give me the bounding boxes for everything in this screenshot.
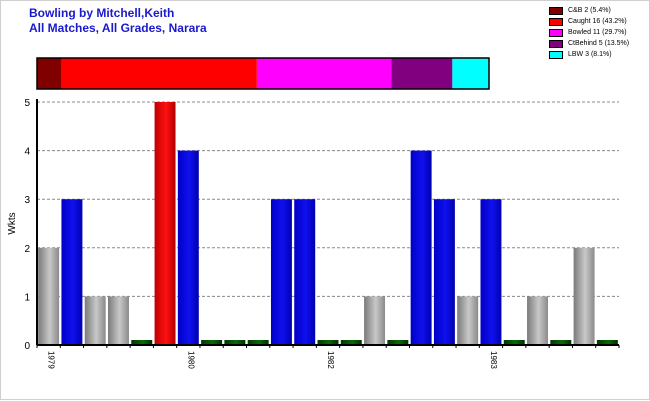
y-axis-label: Wkts bbox=[7, 212, 18, 234]
breakdown-segment bbox=[256, 58, 392, 89]
bar bbox=[177, 150, 199, 345]
legend-swatch bbox=[549, 28, 563, 37]
legend-swatch bbox=[549, 17, 563, 26]
axes: 0 1 2 3 4 5 1979 1980 1982 1983 bbox=[24, 98, 620, 369]
legend-label: LBW 3 (8.1%) bbox=[568, 51, 612, 58]
bar bbox=[573, 247, 595, 345]
bar bbox=[270, 199, 292, 345]
legend-item: Caught 16 (43.2%) bbox=[549, 16, 629, 27]
breakdown-border bbox=[36, 57, 490, 90]
legend-swatch bbox=[549, 6, 563, 15]
bar bbox=[433, 199, 455, 345]
legend-swatch bbox=[549, 39, 563, 48]
bar bbox=[596, 340, 618, 345]
legend-label: CtBehind 5 (13.5%) bbox=[568, 40, 630, 47]
x-tick-label: 1983 bbox=[489, 351, 498, 369]
x-tick-label: 1979 bbox=[47, 351, 56, 369]
bar bbox=[317, 340, 339, 345]
legend-label: Caught 16 (43.2%) bbox=[568, 18, 627, 25]
dismissal-breakdown-bar bbox=[36, 57, 490, 90]
bar bbox=[480, 199, 502, 345]
bar bbox=[340, 340, 362, 345]
legend-item: C&B 2 (5.4%) bbox=[549, 5, 629, 16]
chart-title: Bowling by Mitchell,Keith bbox=[29, 6, 175, 20]
bar bbox=[224, 340, 246, 345]
y-tick-label: 1 bbox=[24, 292, 30, 303]
legend-swatch bbox=[549, 50, 563, 59]
bar bbox=[201, 340, 223, 345]
legend-label: Bowled 11 (29.7%) bbox=[568, 29, 627, 36]
bar bbox=[108, 296, 129, 345]
y-tick-label: 4 bbox=[24, 147, 30, 158]
x-tick-label: 1982 bbox=[326, 351, 335, 369]
bar bbox=[131, 340, 153, 345]
bar bbox=[294, 199, 316, 345]
legend-item: CtBehind 5 (13.5%) bbox=[549, 38, 629, 49]
x-tick-label: 1980 bbox=[186, 351, 195, 369]
y-tick-label: 5 bbox=[24, 98, 30, 109]
breakdown-segment bbox=[37, 58, 62, 89]
legend: C&B 2 (5.4%) Caught 16 (43.2%) Bowled 11 (… bbox=[549, 5, 629, 60]
breakdown-segment bbox=[391, 58, 453, 89]
y-tick-label: 2 bbox=[24, 244, 30, 255]
bar bbox=[527, 296, 548, 345]
bar bbox=[247, 340, 269, 345]
legend-item: LBW 3 (8.1%) bbox=[549, 49, 629, 60]
legend-label: C&B 2 (5.4%) bbox=[568, 7, 611, 14]
grid-lines bbox=[37, 101, 619, 297]
legend-item: Bowled 11 (29.7%) bbox=[549, 27, 629, 38]
y-tick-label: 3 bbox=[24, 195, 30, 206]
bar bbox=[38, 247, 60, 345]
bar bbox=[387, 340, 409, 345]
bar bbox=[84, 296, 106, 345]
bar bbox=[550, 340, 572, 345]
breakdown-segment bbox=[452, 58, 489, 89]
bar bbox=[364, 296, 386, 345]
bar bbox=[457, 296, 479, 345]
breakdown-segment bbox=[61, 58, 257, 89]
bar bbox=[410, 150, 432, 345]
chart-subtitle: All Matches, All Grades, Narara bbox=[29, 21, 207, 35]
bar bbox=[503, 340, 525, 345]
y-tick-label: 0 bbox=[24, 341, 30, 352]
bars bbox=[38, 102, 618, 345]
bar bbox=[154, 102, 176, 345]
bar bbox=[61, 199, 83, 345]
